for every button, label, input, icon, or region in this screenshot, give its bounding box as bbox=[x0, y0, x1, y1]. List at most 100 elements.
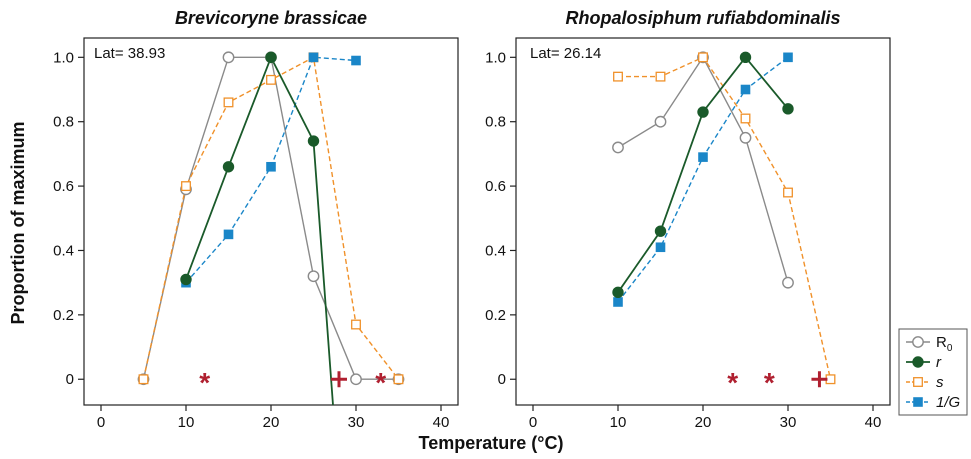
y-tick-label: 0 bbox=[498, 371, 506, 388]
point-r0 bbox=[222, 51, 235, 64]
legend-marker bbox=[912, 356, 924, 368]
point-1-g bbox=[223, 229, 234, 240]
point-s bbox=[783, 187, 793, 198]
marks-layer: * * bbox=[199, 367, 386, 398]
point-r0 bbox=[612, 141, 624, 154]
point-r0 bbox=[739, 131, 752, 144]
legend-item-1-g: 1/G bbox=[906, 394, 961, 411]
red-cross-mark bbox=[331, 371, 347, 388]
x-tick-label: 40 bbox=[433, 414, 450, 431]
point-r bbox=[782, 103, 794, 115]
point-s bbox=[181, 181, 191, 192]
panel-title: Rhopalosiphum rufiabdominalis bbox=[565, 8, 840, 28]
latitude-annotation: Lat= 26.14 bbox=[530, 45, 601, 62]
point-s bbox=[655, 71, 666, 82]
x-tick-label: 0 bbox=[529, 414, 537, 431]
point-r bbox=[180, 273, 192, 286]
point-r0 bbox=[307, 270, 320, 283]
legend-marker bbox=[913, 397, 923, 407]
point-r bbox=[697, 106, 709, 118]
y-tick-label: 0.2 bbox=[485, 307, 506, 324]
point-r0 bbox=[782, 276, 794, 289]
point-s bbox=[393, 374, 404, 385]
point-1-g bbox=[308, 52, 319, 63]
y-axis-label: Proportion of maximum bbox=[8, 121, 28, 324]
x-tick-label: 30 bbox=[348, 414, 365, 431]
point-s bbox=[351, 319, 361, 330]
y-tick-label: 0.4 bbox=[485, 242, 506, 259]
red-asterisk-mark: * bbox=[199, 367, 210, 398]
legend-box bbox=[898, 328, 968, 416]
x-tick-label: 10 bbox=[610, 414, 627, 431]
y-tick-label: 1.0 bbox=[53, 49, 74, 66]
series-line-r bbox=[617, 55, 789, 293]
x-tick-label: 30 bbox=[780, 414, 797, 431]
point-1-g bbox=[351, 55, 361, 66]
point-s bbox=[223, 97, 234, 108]
y-ticks: 0 0.2 0.4 0.6 0.8 1.0 bbox=[485, 49, 516, 388]
legend-marker bbox=[912, 336, 924, 348]
series-line-r0 bbox=[617, 55, 789, 283]
point-r0 bbox=[350, 373, 362, 386]
red-asterisk-mark: * bbox=[727, 367, 738, 398]
point-r bbox=[739, 51, 752, 64]
x-tick-label: 20 bbox=[695, 414, 712, 431]
panel-brevicoryne: Brevicoryne brassicae Lat= 38.93 0 0.2 0.4… bbox=[53, 8, 459, 431]
y-tick-label: 0.2 bbox=[53, 307, 74, 324]
legend-label: 1/G bbox=[936, 394, 961, 411]
point-1-g bbox=[740, 84, 751, 95]
point-s bbox=[825, 374, 836, 385]
point-r bbox=[265, 51, 277, 64]
point-s bbox=[613, 71, 623, 82]
series-line-s bbox=[618, 56, 832, 380]
series-line-r bbox=[185, 55, 334, 405]
x-tick-label: 10 bbox=[178, 414, 195, 431]
point-1-g bbox=[266, 161, 276, 172]
legend-item-r: r bbox=[906, 354, 942, 371]
point-r0 bbox=[654, 115, 667, 128]
point-s bbox=[698, 52, 708, 63]
point-s bbox=[266, 74, 276, 85]
series-layer bbox=[612, 51, 836, 385]
point-r bbox=[307, 135, 320, 147]
x-ticks: 0 10 20 30 40 bbox=[529, 405, 882, 431]
x-tick-label: 0 bbox=[97, 414, 105, 431]
y-tick-label: 0.8 bbox=[485, 114, 506, 131]
y-tick-label: 0.6 bbox=[53, 178, 74, 195]
legend-label: s bbox=[936, 374, 944, 391]
red-asterisk-mark: * bbox=[764, 367, 775, 398]
y-tick-label: 1.0 bbox=[485, 49, 506, 66]
series-line-s bbox=[142, 56, 400, 380]
plot-frame bbox=[83, 37, 459, 406]
point-s bbox=[740, 113, 751, 124]
y-tick-label: 0 bbox=[66, 371, 74, 388]
panel-title: Brevicoryne brassicae bbox=[175, 8, 367, 28]
red-asterisk-mark: * bbox=[375, 367, 386, 398]
x-axis-label: Temperature (°C) bbox=[419, 433, 564, 453]
point-r bbox=[612, 286, 624, 299]
point-1-g bbox=[655, 242, 666, 253]
point-1-g bbox=[613, 297, 623, 307]
legend-item-s: s bbox=[906, 374, 944, 391]
point-1-g bbox=[698, 152, 708, 162]
x-tick-label: 40 bbox=[865, 414, 882, 431]
plot-frame bbox=[515, 37, 891, 406]
series-layer bbox=[137, 51, 405, 405]
y-tick-label: 0.8 bbox=[53, 114, 74, 131]
point-1-g bbox=[783, 52, 793, 63]
point-s bbox=[138, 374, 149, 385]
point-r bbox=[654, 225, 667, 237]
y-tick-label: 0.6 bbox=[485, 178, 506, 195]
latitude-annotation: Lat= 38.93 bbox=[94, 45, 165, 62]
point-r bbox=[222, 161, 235, 173]
marks-layer: * * bbox=[727, 367, 828, 398]
series-line-1-g bbox=[617, 56, 789, 303]
legend-label: r bbox=[936, 354, 942, 371]
x-ticks: 0 10 20 30 40 bbox=[97, 405, 450, 431]
y-ticks: 0 0.2 0.4 0.6 0.8 1.0 bbox=[53, 49, 84, 388]
panel-rhopalosiphum: Rhopalosiphum rufiabdominalis Lat= 26.14… bbox=[485, 8, 891, 431]
x-tick-label: 20 bbox=[263, 414, 280, 431]
legend-marker bbox=[913, 377, 923, 387]
